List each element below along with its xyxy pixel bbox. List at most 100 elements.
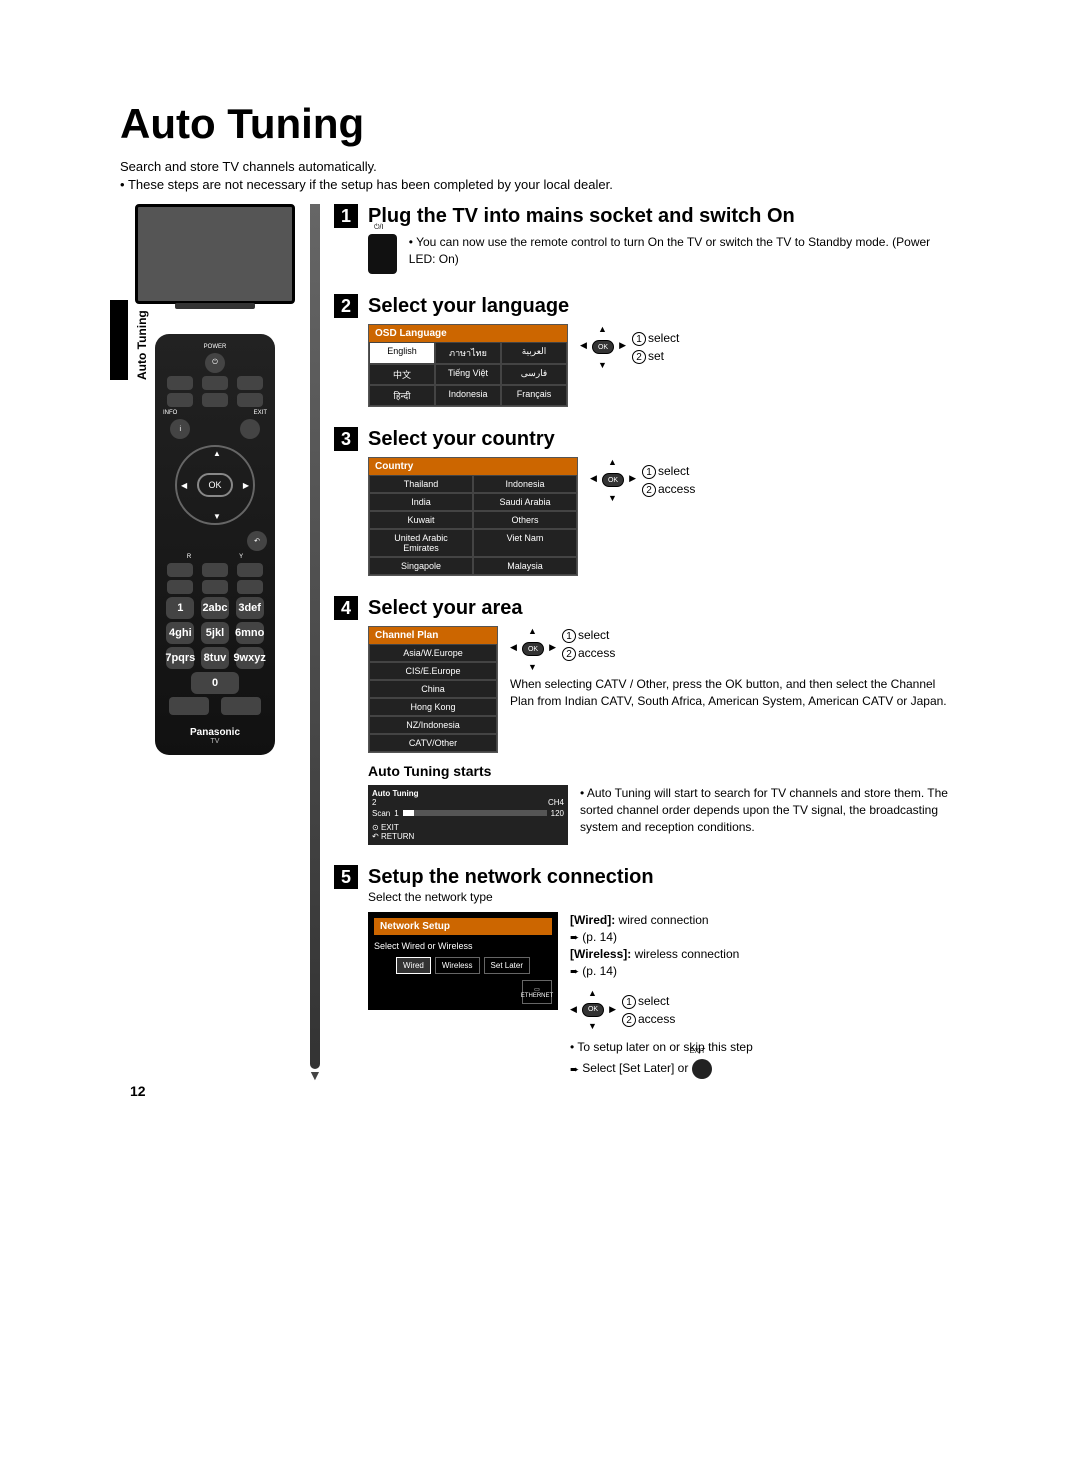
- key-3: 3def: [236, 597, 264, 619]
- menu-option: 中文: [369, 364, 435, 385]
- key-4: 4ghi: [166, 622, 194, 644]
- auto-tuning-subheading: Auto Tuning starts: [368, 763, 960, 779]
- network-setup-box: Network Setup Select Wired or Wireless W…: [368, 912, 558, 1010]
- dpad-icon: ▲▼ ◀▶ OK: [580, 324, 626, 370]
- legend-select: select: [658, 464, 689, 478]
- key-5: 5jkl: [201, 622, 229, 644]
- net-opt-later: Set Later: [484, 957, 530, 974]
- remote-y-label: Y: [239, 554, 243, 560]
- menu-option: China: [369, 680, 497, 698]
- step-number: 4: [334, 596, 358, 620]
- flow-line: [310, 204, 320, 1069]
- step-title: Plug the TV into mains socket and switch…: [368, 205, 795, 228]
- step-note: You can now use the remote control to tu…: [409, 235, 930, 266]
- step4-note: When selecting CATV / Other, press the O…: [510, 676, 960, 710]
- legend-set: set: [648, 349, 664, 363]
- ethernet-icon: ▭ETHERNET: [522, 980, 552, 1004]
- net-opt-wireless: Wireless: [435, 957, 480, 974]
- menu-option: ภาษาไทย: [435, 342, 501, 364]
- legend-select: select: [648, 331, 679, 345]
- tuning-note: Auto Tuning will start to search for TV …: [580, 786, 948, 834]
- step-number: 1: [334, 204, 358, 228]
- menu-option: NZ/Indonesia: [369, 716, 497, 734]
- key-6: 6mno: [236, 622, 264, 644]
- step-number: 3: [334, 427, 358, 451]
- menu-option: Others: [473, 511, 577, 529]
- osd-language-menu: OSD Language English ภาษาไทย العربية 中文 …: [368, 324, 568, 407]
- step5-note2: Select [Set Later] or: [582, 1062, 691, 1076]
- key-2: 2abc: [201, 597, 229, 619]
- menu-option: Français: [501, 385, 567, 406]
- key-8: 8tuv: [201, 647, 229, 669]
- network-menu-title: Network Setup: [374, 918, 552, 935]
- power-icon: ⏻: [205, 353, 225, 373]
- remote-sub: TV: [163, 738, 267, 745]
- network-menu-sub: Select Wired or Wireless: [374, 941, 552, 951]
- menu-option: Indonesia: [473, 475, 577, 493]
- channel-plan-menu: Channel Plan Asia/W.Europe CIS/E.Europe …: [368, 626, 498, 753]
- menu-option: CATV/Other: [369, 734, 497, 752]
- menu-title: Country: [369, 458, 577, 475]
- menu-option: English: [369, 342, 435, 364]
- remote-illustration: POWER ⏻ INFO EXIT i ▲ ▼ ◀ ▶ OK ↶ RY: [155, 334, 275, 755]
- step-number: 2: [334, 294, 358, 318]
- wired-text: wired connection: [615, 913, 708, 927]
- wired-page-ref: (p. 14): [582, 930, 617, 944]
- page-title: Auto Tuning: [120, 100, 960, 148]
- step-title: Select your country: [368, 428, 555, 451]
- menu-option: Hong Kong: [369, 698, 497, 716]
- tuning-ch: CH4: [548, 798, 564, 807]
- info-icon: i: [170, 419, 190, 439]
- menu-title: Channel Plan: [369, 627, 497, 644]
- menu-title: OSD Language: [369, 325, 567, 342]
- menu-option: العربية: [501, 342, 567, 364]
- menu-option: Saudi Arabia: [473, 493, 577, 511]
- exit-button-icon: [692, 1059, 712, 1079]
- remote-power-label: POWER: [163, 344, 267, 350]
- tuning-scan-label: Scan: [372, 809, 390, 818]
- legend-access: access: [658, 482, 695, 496]
- menu-option: India: [369, 493, 473, 511]
- wireless-text: wireless connection: [631, 947, 739, 961]
- return-icon: ↶: [247, 531, 267, 551]
- menu-option: فارسی: [501, 364, 567, 385]
- menu-option: United Arabic Emirates: [369, 529, 473, 557]
- net-opt-wired: Wired: [396, 957, 431, 974]
- wired-label: [Wired]:: [570, 913, 615, 927]
- menu-option: Kuwait: [369, 511, 473, 529]
- dpad-icon: ▲▼ ◀▶ OK: [590, 457, 636, 503]
- key-9: 9wxyz: [236, 647, 264, 669]
- menu-option: Indonesia: [435, 385, 501, 406]
- exit-btn-icon: [240, 419, 260, 439]
- legend-access: access: [578, 646, 615, 660]
- page-number: 12: [130, 1083, 146, 1099]
- intro-line: These steps are not necessary if the set…: [120, 176, 960, 194]
- legend-access: access: [638, 1012, 675, 1026]
- legend-select: select: [638, 994, 669, 1008]
- menu-option: Thailand: [369, 475, 473, 493]
- intro-line: Search and store TV channels automatical…: [120, 158, 960, 176]
- key-0: 0: [191, 672, 239, 694]
- legend-select: select: [578, 628, 609, 642]
- auto-tuning-box: Auto Tuning 2CH4 Scan 1 120 ⊙ EXIT ↶ RET…: [368, 785, 568, 845]
- tuning-return: RETURN: [381, 832, 414, 841]
- remote-exit-label: EXIT: [254, 410, 267, 416]
- step-title: Setup the network connection: [368, 866, 654, 889]
- menu-option: Singapole: [369, 557, 473, 575]
- tuning-max: 120: [551, 809, 564, 818]
- menu-option: CIS/E.Europe: [369, 662, 497, 680]
- menu-option: हिन्दी: [369, 385, 435, 406]
- remote-r-label: R: [187, 554, 191, 560]
- remote-ok-button: OK: [197, 473, 233, 497]
- menu-option: Malaysia: [473, 557, 577, 575]
- step-title: Select your language: [368, 295, 569, 318]
- dpad-icon: ▲▼ ◀▶ OK: [510, 626, 556, 672]
- step-number: 5: [334, 865, 358, 889]
- dpad-icon: ▲▼ ◀▶ OK: [570, 987, 616, 1033]
- wireless-page-ref: (p. 14): [582, 964, 617, 978]
- wireless-label: [Wireless]:: [570, 947, 631, 961]
- remote-info-label: INFO: [163, 410, 177, 416]
- menu-option: Tiếng Việt: [435, 364, 501, 385]
- menu-option: Viet Nam: [473, 529, 577, 557]
- menu-option: Asia/W.Europe: [369, 644, 497, 662]
